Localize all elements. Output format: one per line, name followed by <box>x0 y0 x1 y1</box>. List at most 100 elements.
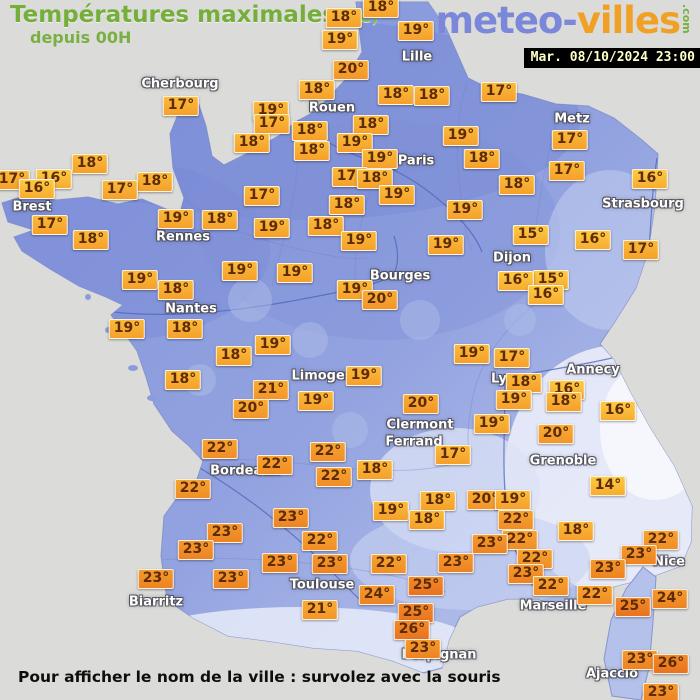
temp-badge[interactable]: 24° <box>651 589 689 609</box>
temp-badge[interactable]: 18° <box>136 172 174 192</box>
temp-badge[interactable]: 26° <box>393 620 431 640</box>
temp-badge[interactable]: 23° <box>642 683 680 700</box>
temp-badge[interactable]: 18° <box>293 141 331 161</box>
temp-badge[interactable]: 25° <box>407 576 445 596</box>
temp-badge[interactable]: 19° <box>378 185 416 205</box>
temp-badge[interactable]: 19° <box>345 366 383 386</box>
temp-badge[interactable]: 22° <box>309 442 347 462</box>
temp-badge[interactable]: 20° <box>537 424 575 444</box>
temp-badge[interactable]: 23° <box>272 508 310 528</box>
temp-badge[interactable]: 23° <box>404 639 442 659</box>
temp-badge[interactable]: 18° <box>463 149 501 169</box>
temp-badge[interactable]: 19° <box>108 319 146 339</box>
temp-badge[interactable]: 17° <box>31 215 69 235</box>
temp-badge[interactable]: 18° <box>325 8 363 28</box>
temp-badge[interactable]: 19° <box>372 501 410 521</box>
temp-badge[interactable]: 23° <box>206 523 244 543</box>
temp-badge[interactable]: 23° <box>620 545 658 565</box>
temp-badge[interactable]: 22° <box>315 467 353 487</box>
temp-badge[interactable]: 23° <box>311 554 349 574</box>
temp-badge[interactable]: 18° <box>505 373 543 393</box>
temp-badge[interactable]: 18° <box>71 154 109 174</box>
temp-badge[interactable]: 25° <box>397 603 435 623</box>
temp-badge[interactable]: 18° <box>307 216 345 236</box>
temp-badge[interactable]: 17° <box>548 161 586 181</box>
temp-badge[interactable]: 23° <box>437 553 475 573</box>
temp-badge[interactable]: 18° <box>352 115 390 135</box>
temp-badge[interactable]: 17° <box>493 348 531 368</box>
temp-badge[interactable]: 20° <box>332 60 370 80</box>
temp-badge[interactable]: 18° <box>413 86 451 106</box>
temp-badge[interactable]: 16° <box>18 179 56 199</box>
temp-badge[interactable]: 19° <box>473 414 511 434</box>
temp-badge[interactable]: 23° <box>471 534 509 554</box>
temp-badge[interactable]: 17° <box>162 96 200 116</box>
temp-badge[interactable]: 24° <box>358 585 396 605</box>
temp-badge[interactable]: 18° <box>356 460 394 480</box>
temp-badge[interactable]: 19° <box>494 490 532 510</box>
temp-badge[interactable]: 14° <box>589 476 627 496</box>
temp-badge[interactable]: 16° <box>574 230 612 250</box>
temp-badge[interactable]: 17° <box>101 180 139 200</box>
temp-badge[interactable]: 18° <box>545 392 583 412</box>
temp-badge[interactable]: 19° <box>121 270 159 290</box>
temp-badge[interactable]: 22° <box>532 576 570 596</box>
meteo-villes-logo[interactable]: meteo-villes .com <box>435 2 693 39</box>
temp-badge[interactable]: 19° <box>253 218 291 238</box>
temp-badge[interactable]: 19° <box>297 391 335 411</box>
temp-badge[interactable]: 21° <box>301 600 339 620</box>
temp-badge[interactable]: 23° <box>261 553 299 573</box>
temp-badge[interactable]: 18° <box>498 175 536 195</box>
temp-badge[interactable]: 19° <box>442 126 480 146</box>
temp-badge[interactable]: 18° <box>166 319 204 339</box>
temp-badge[interactable]: 19° <box>340 231 378 251</box>
temp-badge[interactable]: 23° <box>589 559 627 579</box>
temp-badge[interactable]: 22° <box>301 531 339 551</box>
temp-badge[interactable]: 19° <box>254 335 292 355</box>
temp-badge[interactable]: 15° <box>512 225 550 245</box>
temp-badge[interactable]: 19° <box>453 344 491 364</box>
temp-badge[interactable]: 19° <box>495 390 533 410</box>
temp-badge[interactable]: 19° <box>336 133 374 153</box>
temp-badge[interactable]: 25° <box>614 597 652 617</box>
temp-badge[interactable]: 17° <box>253 114 291 134</box>
temp-badge[interactable]: 22° <box>256 455 294 475</box>
temp-badge[interactable]: 16° <box>497 271 535 291</box>
temp-badge[interactable]: 18° <box>419 491 457 511</box>
temp-badge[interactable]: 22° <box>201 439 239 459</box>
temp-badge[interactable]: 19° <box>321 30 359 50</box>
temp-badge[interactable]: 16° <box>631 169 669 189</box>
temp-badge[interactable]: 19° <box>157 209 195 229</box>
temp-badge[interactable]: 19° <box>361 149 399 169</box>
temp-badge[interactable]: 19° <box>427 235 465 255</box>
temp-badge[interactable]: 18° <box>557 521 595 541</box>
temp-badge[interactable]: 18° <box>72 230 110 250</box>
temp-badge[interactable]: 17° <box>622 240 660 260</box>
temp-badge[interactable]: 18° <box>298 80 336 100</box>
temp-badge[interactable]: 21° <box>252 380 290 400</box>
temp-badge[interactable]: 18° <box>233 133 271 153</box>
temp-badge[interactable]: 20° <box>466 490 504 510</box>
temp-badge[interactable]: 23° <box>137 569 175 589</box>
temp-badge[interactable]: 18° <box>164 370 202 390</box>
temp-badge[interactable]: 20° <box>232 399 270 419</box>
temp-badge[interactable]: 17° <box>551 130 589 150</box>
temp-badge[interactable]: 18° <box>157 280 195 300</box>
temp-badge[interactable]: 19° <box>397 21 435 41</box>
temp-badge[interactable]: 18° <box>377 85 415 105</box>
temp-badge[interactable]: 22° <box>174 479 212 499</box>
temp-badge[interactable]: 17° <box>243 186 281 206</box>
temp-badge[interactable]: 26° <box>652 654 690 674</box>
temp-badge[interactable]: 19° <box>221 261 259 281</box>
temp-badge[interactable]: 18° <box>201 210 239 230</box>
temp-badge[interactable]: 23° <box>177 540 215 560</box>
temp-badge[interactable]: 16° <box>599 401 637 421</box>
temp-badge[interactable]: 18° <box>215 346 253 366</box>
temp-badge[interactable]: 16° <box>527 285 565 305</box>
temp-badge[interactable]: 22° <box>370 554 408 574</box>
temp-badge[interactable]: 19° <box>446 200 484 220</box>
temp-badge[interactable]: 18° <box>328 195 366 215</box>
temp-badge[interactable]: 17° <box>480 82 518 102</box>
temp-badge[interactable]: 19° <box>276 263 314 283</box>
temp-badge[interactable]: 20° <box>402 394 440 414</box>
